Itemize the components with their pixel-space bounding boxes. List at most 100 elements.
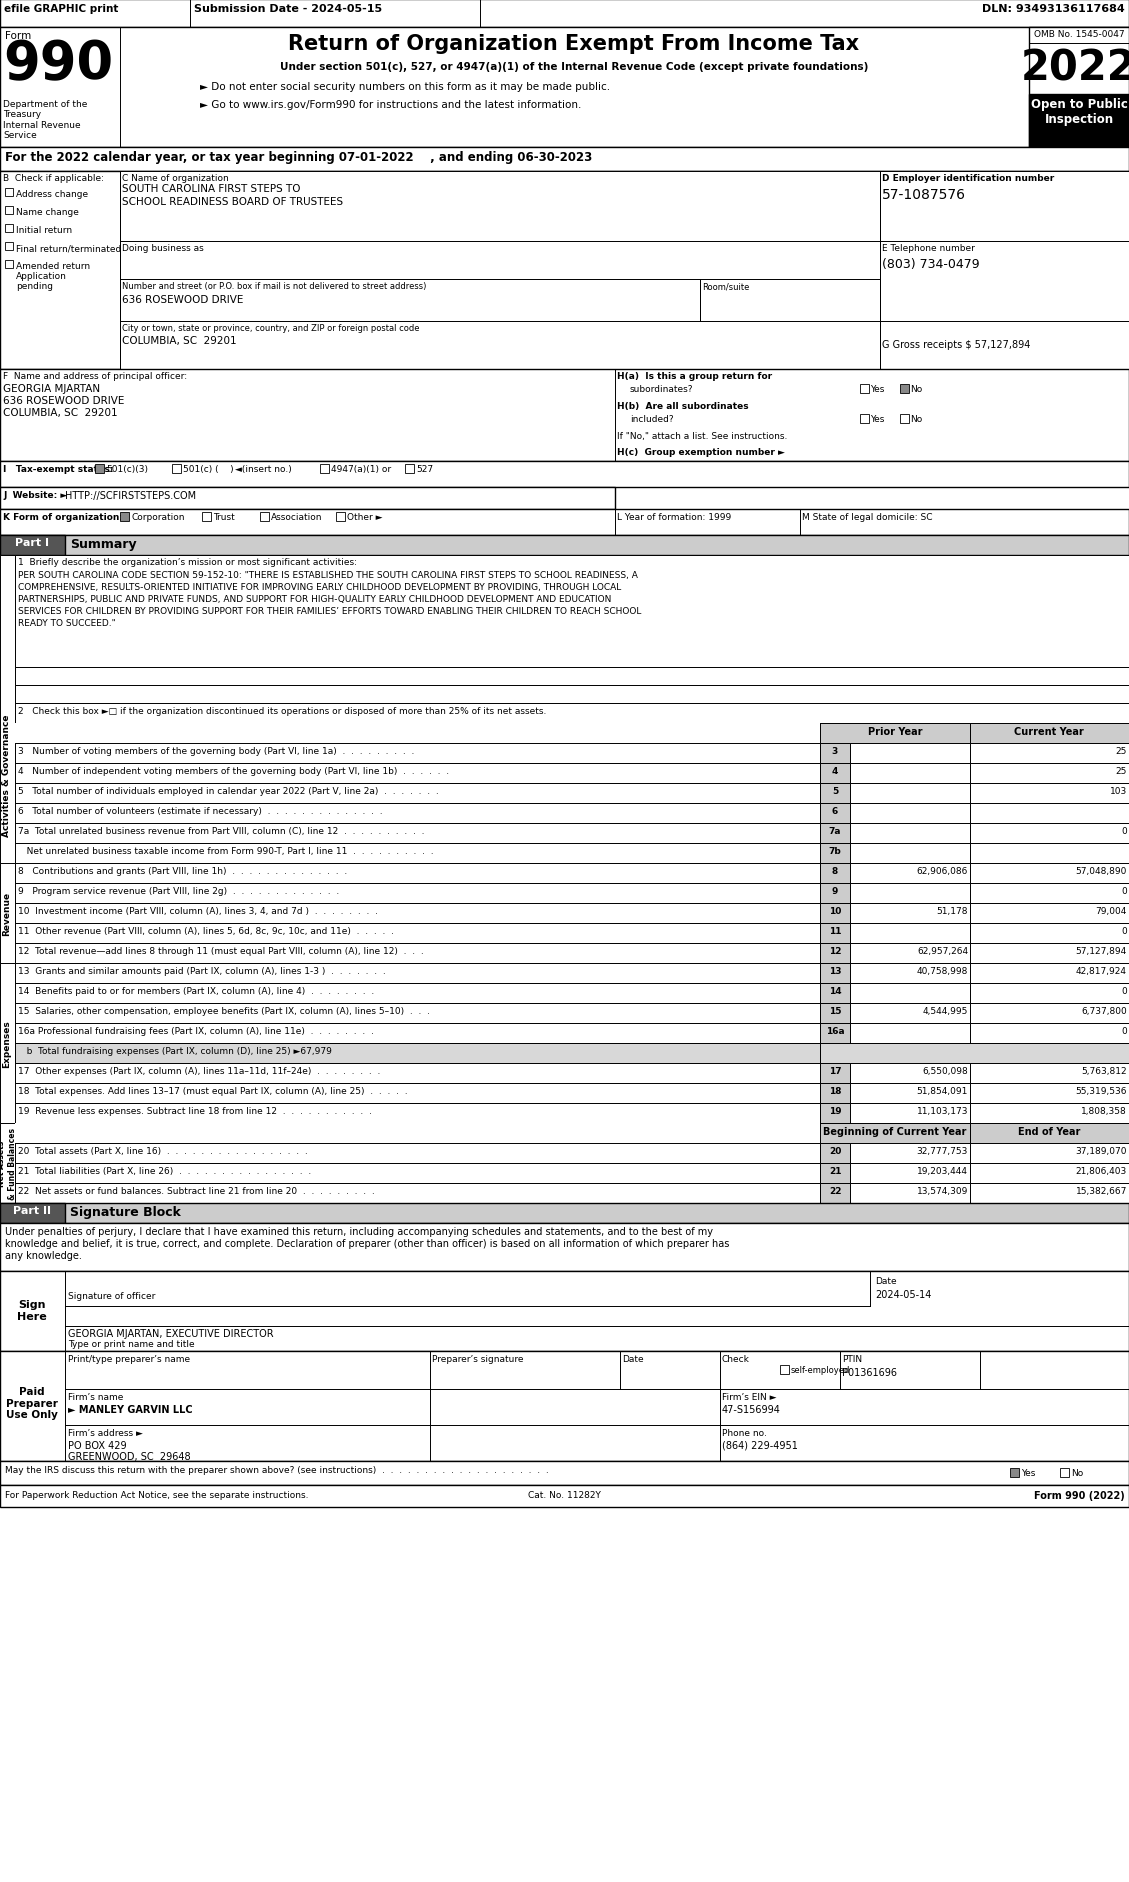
- Bar: [850, 843, 970, 864]
- Text: 3: 3: [832, 747, 838, 755]
- Text: Under section 501(c), 527, or 4947(a)(1) of the Internal Revenue Code (except pr: Under section 501(c), 527, or 4947(a)(1)…: [280, 62, 868, 72]
- Text: 11,103,173: 11,103,173: [917, 1107, 968, 1116]
- Text: No: No: [1071, 1468, 1083, 1477]
- Text: 8   Contributions and grants (Part VIII, line 1h)  .  .  .  .  .  .  .  .  .  . : 8 Contributions and grants (Part VIII, l…: [18, 866, 348, 875]
- Bar: [820, 1184, 850, 1203]
- Bar: [172, 465, 181, 474]
- Bar: [820, 743, 850, 764]
- Text: 15: 15: [829, 1007, 841, 1016]
- Bar: [820, 1084, 850, 1103]
- Text: 14: 14: [829, 986, 841, 996]
- Text: 990: 990: [3, 38, 113, 90]
- Bar: [15, 1124, 820, 1144]
- Text: 5,763,812: 5,763,812: [1082, 1067, 1127, 1075]
- Bar: [850, 864, 970, 883]
- Text: Net Assets
& Fund Balances: Net Assets & Fund Balances: [0, 1127, 17, 1199]
- Bar: [0, 1124, 15, 1203]
- Bar: [0, 369, 1129, 461]
- Text: Room/suite: Room/suite: [702, 282, 750, 292]
- Bar: [0, 1272, 1129, 1351]
- Bar: [879, 171, 1129, 243]
- Text: 16a Professional fundraising fees (Part IX, column (A), line 11e)  .  .  .  .  .: 16a Professional fundraising fees (Part …: [18, 1026, 374, 1035]
- Text: 62,957,264: 62,957,264: [917, 947, 968, 956]
- Bar: [970, 1024, 1129, 1043]
- Bar: [850, 743, 970, 764]
- Text: 7a  Total unrelated business revenue from Part VIII, column (C), line 12  .  .  : 7a Total unrelated business revenue from…: [18, 826, 425, 836]
- Bar: [820, 883, 850, 903]
- Text: 37,189,070: 37,189,070: [1076, 1146, 1127, 1156]
- Text: No: No: [910, 414, 922, 423]
- Bar: [820, 964, 850, 984]
- Bar: [820, 1043, 1129, 1063]
- Text: For Paperwork Reduction Act Notice, see the separate instructions.: For Paperwork Reduction Act Notice, see …: [5, 1491, 308, 1500]
- Bar: [850, 804, 970, 824]
- Text: Revenue: Revenue: [2, 892, 11, 935]
- Bar: [970, 723, 1129, 743]
- Bar: [15, 843, 820, 864]
- Bar: [820, 1163, 850, 1184]
- Text: G Gross receipts $ 57,127,894: G Gross receipts $ 57,127,894: [882, 341, 1031, 350]
- Text: Form 990 (2022): Form 990 (2022): [1034, 1491, 1124, 1500]
- Text: If "No," attach a list. See instructions.: If "No," attach a list. See instructions…: [618, 431, 787, 440]
- Text: 15  Salaries, other compensation, employee benefits (Part IX, column (A), lines : 15 Salaries, other compensation, employe…: [18, 1007, 430, 1016]
- Text: B  Check if applicable:: B Check if applicable:: [3, 173, 104, 183]
- Text: 19  Revenue less expenses. Subtract line 18 from line 12  .  .  .  .  .  .  .  .: 19 Revenue less expenses. Subtract line …: [18, 1107, 371, 1116]
- Bar: [820, 824, 850, 843]
- Text: Open to Public
Inspection: Open to Public Inspection: [1031, 98, 1128, 126]
- Bar: [820, 864, 850, 883]
- Text: End of Year: End of Year: [1018, 1127, 1080, 1137]
- Text: Activities & Governance: Activities & Governance: [2, 715, 11, 837]
- Text: Doing business as: Doing business as: [122, 245, 203, 252]
- Text: 32,777,753: 32,777,753: [917, 1146, 968, 1156]
- Text: Form: Form: [5, 30, 32, 41]
- Text: Initial return: Initial return: [16, 226, 72, 235]
- Bar: [0, 1351, 1129, 1460]
- Text: 57,127,894: 57,127,894: [1076, 947, 1127, 956]
- Bar: [900, 384, 909, 393]
- Text: 2   Check this box ►□ if the organization discontinued its operations or dispose: 2 Check this box ►□ if the organization …: [18, 706, 546, 715]
- Bar: [820, 943, 850, 964]
- Text: 10: 10: [829, 907, 841, 915]
- Bar: [5, 224, 14, 233]
- Text: 16a: 16a: [825, 1026, 844, 1035]
- Text: 8: 8: [832, 866, 838, 875]
- Text: 4,544,995: 4,544,995: [922, 1007, 968, 1016]
- Text: 11  Other revenue (Part VIII, column (A), lines 5, 6d, 8c, 9c, 10c, and 11e)  . : 11 Other revenue (Part VIII, column (A),…: [18, 926, 394, 935]
- Bar: [15, 804, 820, 824]
- Bar: [850, 1024, 970, 1043]
- Bar: [15, 668, 1129, 685]
- Bar: [15, 704, 1129, 723]
- Text: 5: 5: [832, 787, 838, 796]
- Text: D Employer identification number: D Employer identification number: [882, 173, 1054, 183]
- Bar: [0, 555, 15, 996]
- Text: COMPREHENSIVE, RESULTS-ORIENTED INITIATIVE FOR IMPROVING EARLY CHILDHOOD DEVELOP: COMPREHENSIVE, RESULTS-ORIENTED INITIATI…: [18, 583, 621, 591]
- Text: GEORGIA MJARTAN: GEORGIA MJARTAN: [3, 384, 100, 393]
- Text: 636 ROSEWOOD DRIVE: 636 ROSEWOOD DRIVE: [122, 295, 244, 305]
- Text: H(c)  Group exemption number ►: H(c) Group exemption number ►: [618, 448, 785, 457]
- Text: 2024-05-14: 2024-05-14: [875, 1289, 931, 1299]
- Bar: [850, 783, 970, 804]
- Bar: [970, 843, 1129, 864]
- Bar: [820, 723, 970, 743]
- Text: May the IRS discuss this return with the preparer shown above? (see instructions: May the IRS discuss this return with the…: [5, 1466, 549, 1474]
- Text: 13,574,309: 13,574,309: [917, 1186, 968, 1195]
- Bar: [95, 465, 104, 474]
- Bar: [860, 384, 869, 393]
- Bar: [120, 243, 879, 280]
- Text: 1,808,358: 1,808,358: [1082, 1107, 1127, 1116]
- Bar: [0, 0, 1129, 28]
- Bar: [15, 1163, 820, 1184]
- Text: 10  Investment income (Part VIII, column (A), lines 3, 4, and 7d )  .  .  .  .  : 10 Investment income (Part VIII, column …: [18, 907, 378, 915]
- Text: 12  Total revenue—add lines 8 through 11 (must equal Part VIII, column (A), line: 12 Total revenue—add lines 8 through 11 …: [18, 947, 423, 956]
- Bar: [120, 171, 879, 243]
- Text: Firm’s EIN ►: Firm’s EIN ►: [723, 1393, 777, 1402]
- Text: K Form of organization:: K Form of organization:: [3, 512, 123, 521]
- Text: 22: 22: [829, 1186, 841, 1195]
- Text: Print/type preparer’s name: Print/type preparer’s name: [68, 1355, 190, 1363]
- Text: Beginning of Current Year: Beginning of Current Year: [823, 1127, 966, 1137]
- Bar: [120, 512, 129, 521]
- Text: OMB No. 1545-0047: OMB No. 1545-0047: [1034, 30, 1124, 40]
- Bar: [850, 984, 970, 1003]
- Bar: [850, 1103, 970, 1124]
- Bar: [5, 207, 14, 215]
